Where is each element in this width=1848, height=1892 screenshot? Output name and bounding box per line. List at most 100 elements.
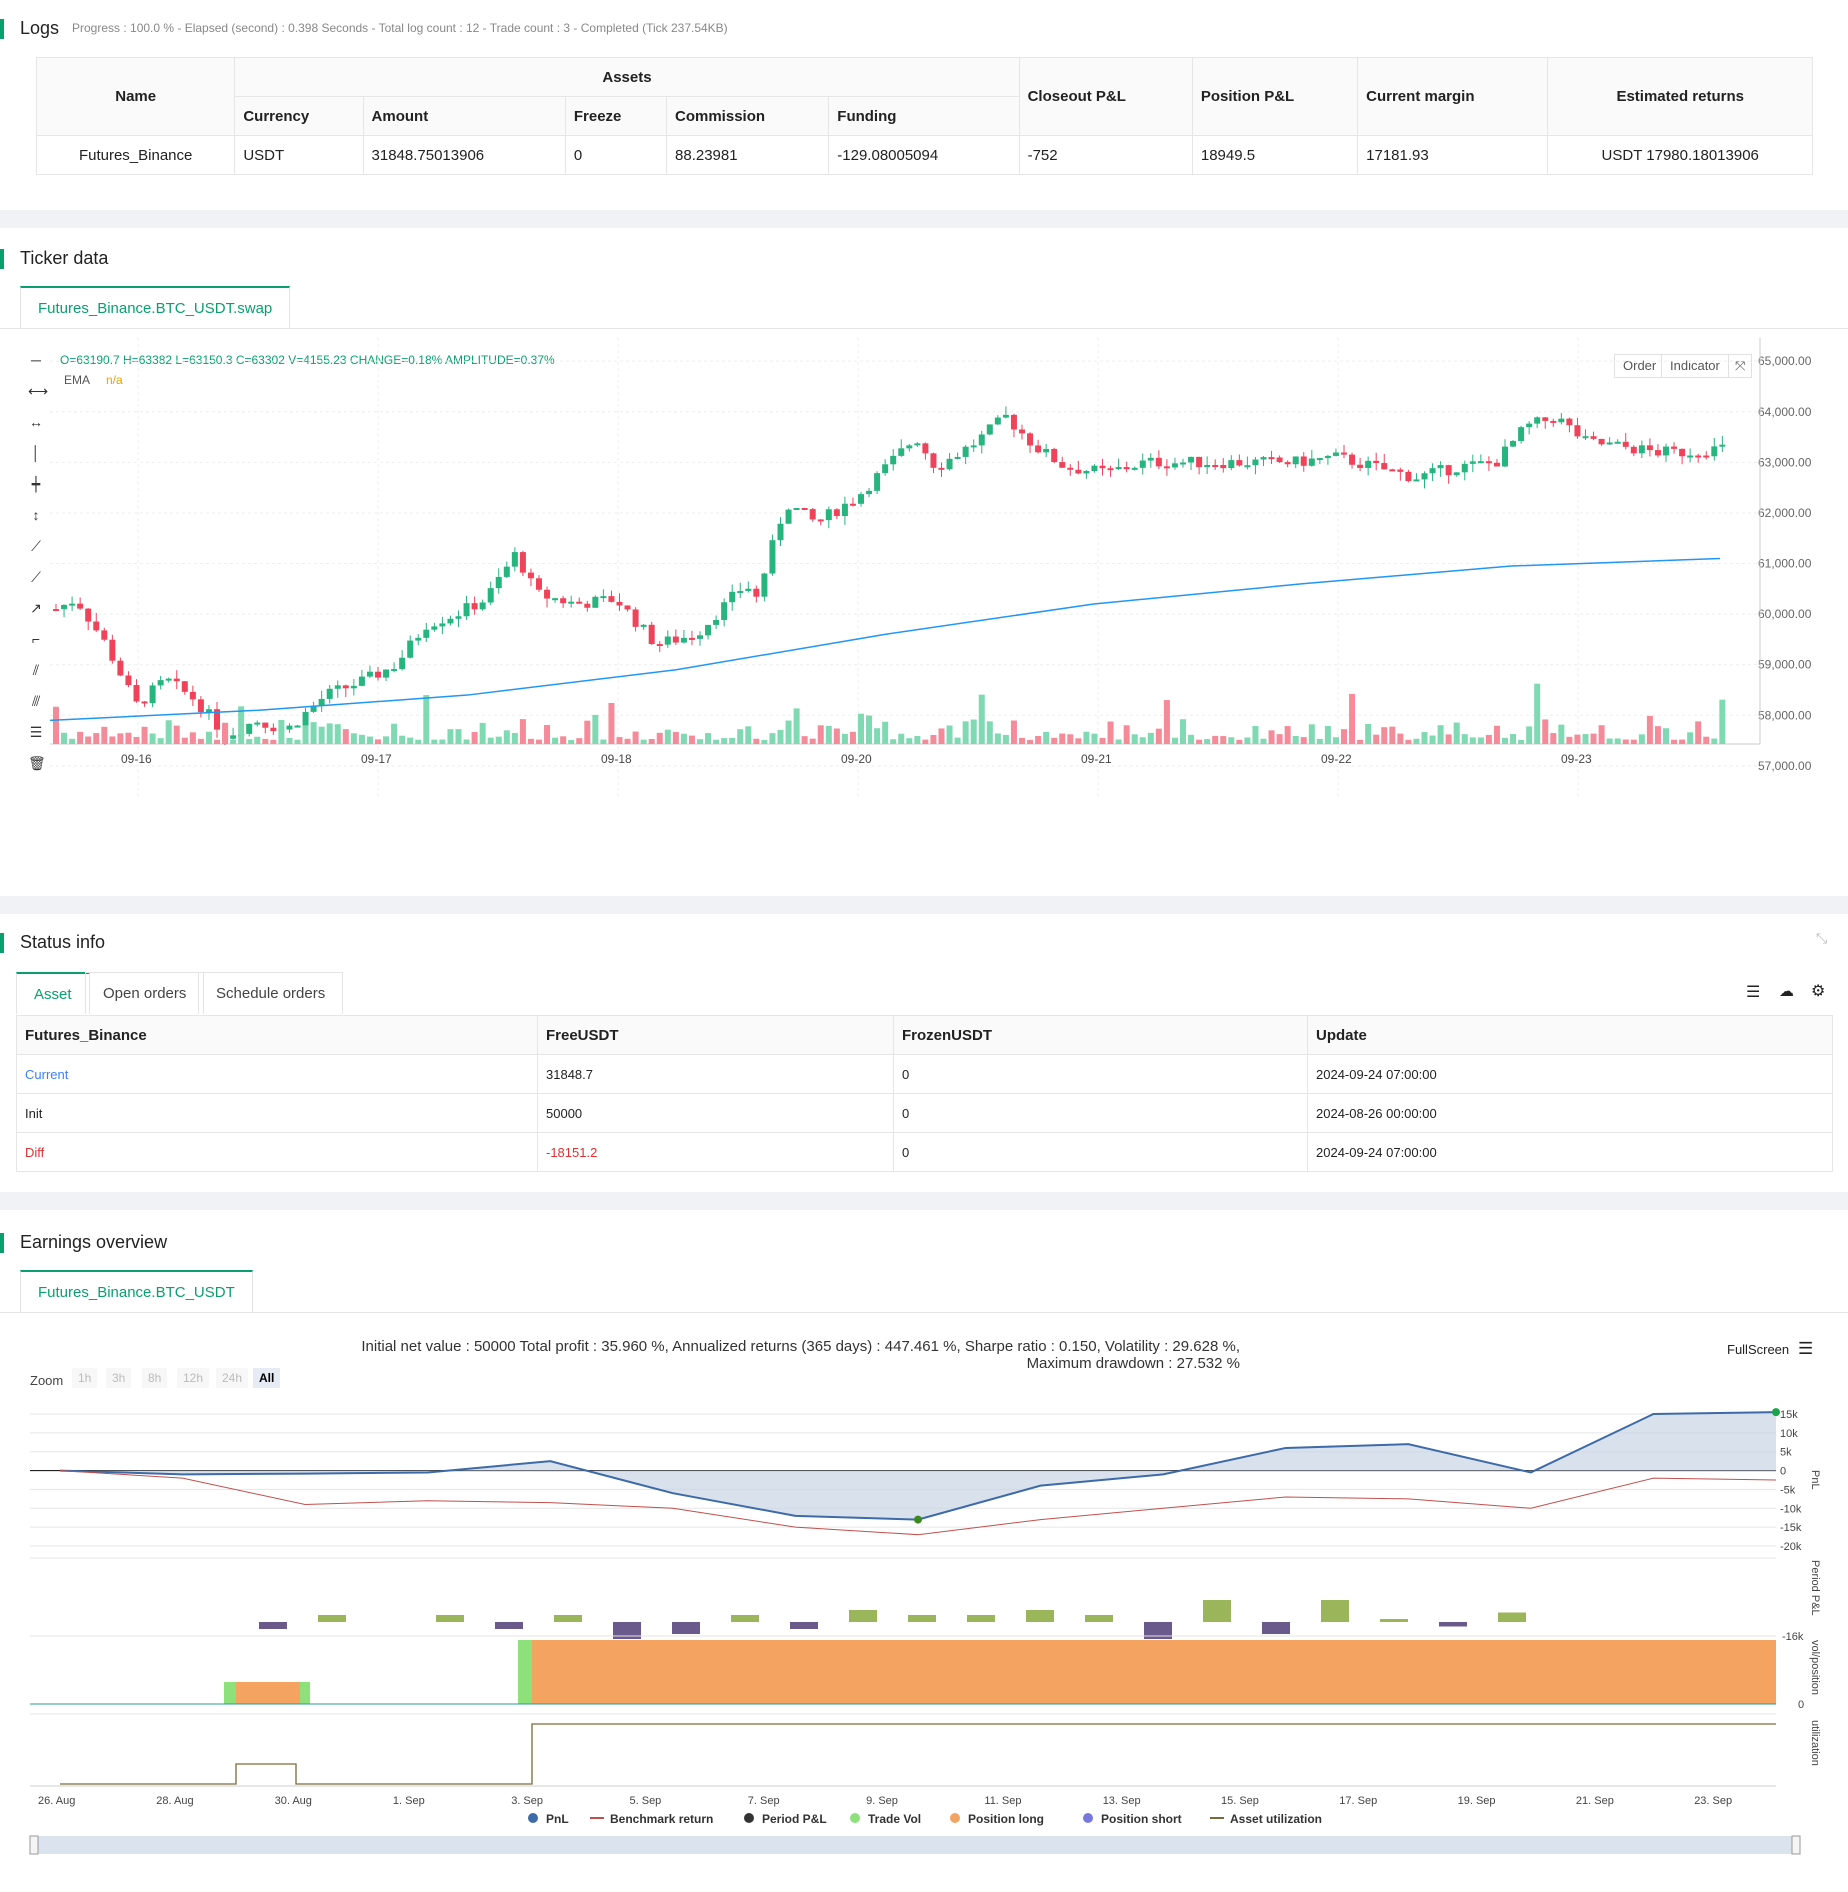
trend-tool-icon[interactable]: ⟋ bbox=[31, 538, 41, 554]
volume-bar bbox=[1236, 739, 1243, 744]
volume-bar bbox=[576, 738, 583, 744]
volume-bar bbox=[133, 736, 140, 744]
candle bbox=[1292, 456, 1299, 465]
zoom-24h-button[interactable]: 24h bbox=[216, 1368, 249, 1388]
volume-bar bbox=[713, 739, 720, 744]
zoom-12h-button[interactable]: 12h bbox=[177, 1368, 210, 1388]
cloud-download-icon[interactable]: ☁ bbox=[1779, 983, 1794, 1000]
volume-bar bbox=[197, 738, 204, 744]
volume-bar bbox=[1316, 738, 1323, 744]
collapse-icon[interactable]: ⤡ bbox=[1816, 930, 1828, 946]
zoom-All-button[interactable]: All bbox=[253, 1368, 281, 1388]
earnings-chart[interactable]: 15k 10k 5k 0 -5k -10k -15k -20k PnL -16k Period P&… bbox=[0, 1400, 1848, 1892]
tab-asset[interactable]: Asset bbox=[16, 972, 90, 1014]
cell: 50000 bbox=[537, 1093, 894, 1133]
vtick-tool-icon[interactable]: ┿ bbox=[31, 476, 41, 492]
volume-bar bbox=[769, 733, 776, 744]
price-tool-icon[interactable]: ⌐ bbox=[31, 631, 41, 647]
volume-bar bbox=[173, 725, 180, 744]
x-tick-label: 11. Sep bbox=[984, 1795, 1021, 1807]
volume-bar bbox=[1027, 739, 1034, 744]
pnl-area bbox=[60, 1412, 1776, 1520]
parallel-tool-icon[interactable]: ⫻ bbox=[31, 693, 41, 709]
legend-item: Benchmark return bbox=[610, 1812, 713, 1826]
volume-bar bbox=[1606, 738, 1613, 744]
zoom-3h-button[interactable]: 3h bbox=[106, 1368, 132, 1388]
tab-earnings-symbol[interactable]: Futures_Binance.BTC_USDT bbox=[20, 1270, 253, 1312]
candle bbox=[1147, 457, 1154, 461]
cell: USDT 17980.18013906 bbox=[1547, 135, 1813, 175]
candle bbox=[1558, 418, 1565, 423]
ohlc-readout: O=63190.7 H=63382 L=63150.3 C=63302 V=41… bbox=[60, 353, 555, 367]
order-button[interactable]: Order bbox=[1614, 354, 1666, 378]
volume-bar bbox=[1526, 726, 1533, 744]
volume-bar bbox=[1630, 739, 1637, 744]
volume-bar bbox=[1332, 737, 1339, 744]
volume-bar bbox=[1324, 725, 1331, 744]
candle bbox=[809, 509, 816, 520]
volume-bar bbox=[1389, 726, 1396, 744]
vrange-tool-icon[interactable]: ↕ bbox=[32, 507, 40, 523]
x-tick-label: 26. Aug bbox=[38, 1795, 75, 1807]
candle bbox=[825, 509, 832, 521]
candle bbox=[487, 588, 494, 603]
trade-vol-bar bbox=[518, 1640, 536, 1704]
candle bbox=[69, 603, 76, 606]
logs-panel: Logs Progress : 100.0 % - Elapsed (secon… bbox=[0, 0, 1848, 210]
zoom-8h-button[interactable]: 8h bbox=[142, 1368, 168, 1388]
cell: 0 bbox=[564, 135, 668, 175]
cell: 2024-09-24 07:00:00 bbox=[1307, 1132, 1833, 1172]
candle bbox=[318, 698, 325, 706]
ray-tool-icon[interactable]: ↔ bbox=[29, 414, 43, 430]
candle bbox=[334, 685, 341, 689]
x-tick-label: 21. Sep bbox=[1576, 1795, 1614, 1807]
tab-ticker-symbol[interactable]: Futures_Binance.BTC_USDT.swap bbox=[20, 286, 291, 328]
line-tool-icon[interactable]: ⟷ bbox=[28, 383, 49, 399]
vline-tool-icon[interactable]: │ bbox=[31, 445, 41, 461]
volume-bar bbox=[1461, 734, 1468, 744]
candlestick-chart[interactable]: 65,000.00 64,000.00 63,000.00 62,000.00 61,0… bbox=[0, 338, 1848, 798]
menu-icon[interactable]: ☰ bbox=[1798, 1339, 1814, 1358]
trash-icon[interactable]: 🗑 bbox=[28, 755, 46, 771]
volume-bar bbox=[1566, 736, 1573, 744]
period-bar bbox=[1144, 1622, 1172, 1639]
candle bbox=[1590, 436, 1597, 439]
volume-bar bbox=[898, 733, 905, 744]
candle bbox=[745, 588, 752, 592]
period-tick-label: -16k bbox=[1782, 1631, 1804, 1643]
menu-icon[interactable]: ☰ bbox=[1746, 984, 1761, 1001]
cell: -129.08005094 bbox=[828, 135, 1020, 175]
pnl-tick-label: -5k bbox=[1780, 1484, 1796, 1496]
candle bbox=[479, 602, 486, 610]
tab-open-orders[interactable]: Open orders bbox=[85, 972, 205, 1014]
candle bbox=[1687, 455, 1694, 458]
legend-marker bbox=[528, 1813, 538, 1823]
candle bbox=[1123, 467, 1130, 470]
x-tick-label: 5. Sep bbox=[630, 1795, 662, 1807]
tab-schedule-orders[interactable]: Schedule orders bbox=[198, 972, 344, 1014]
candle bbox=[1341, 452, 1347, 455]
volume-bar bbox=[1147, 732, 1154, 744]
volume-bar bbox=[930, 734, 937, 744]
fullscreen-button[interactable]: FullScreen bbox=[1727, 1342, 1790, 1357]
channel-tool-icon[interactable]: ⫽ bbox=[32, 662, 40, 678]
fib-tool-icon[interactable]: ☰ bbox=[29, 724, 43, 740]
candle bbox=[1075, 469, 1082, 474]
volume-bar bbox=[584, 720, 591, 744]
legend-item: Position long bbox=[968, 1812, 1044, 1826]
candle bbox=[1630, 446, 1637, 454]
zoom-1h-button[interactable]: 1h bbox=[72, 1368, 98, 1388]
candle bbox=[978, 434, 985, 446]
candle bbox=[624, 605, 631, 610]
candle bbox=[1582, 436, 1589, 439]
x-tick-label: 09-18 bbox=[601, 752, 632, 766]
crosshair-tool-icon[interactable]: ─ bbox=[31, 352, 41, 368]
candle bbox=[205, 709, 212, 713]
candle bbox=[536, 578, 542, 590]
candle bbox=[1477, 461, 1484, 464]
trend-ray-tool-icon[interactable]: ⟋ bbox=[31, 569, 41, 585]
segment-tool-icon[interactable]: ↗ bbox=[30, 600, 42, 616]
candle bbox=[833, 509, 840, 517]
expand-icon[interactable]: ⤧ bbox=[1728, 354, 1753, 378]
gear-icon[interactable]: ⚙ bbox=[1811, 983, 1826, 1000]
